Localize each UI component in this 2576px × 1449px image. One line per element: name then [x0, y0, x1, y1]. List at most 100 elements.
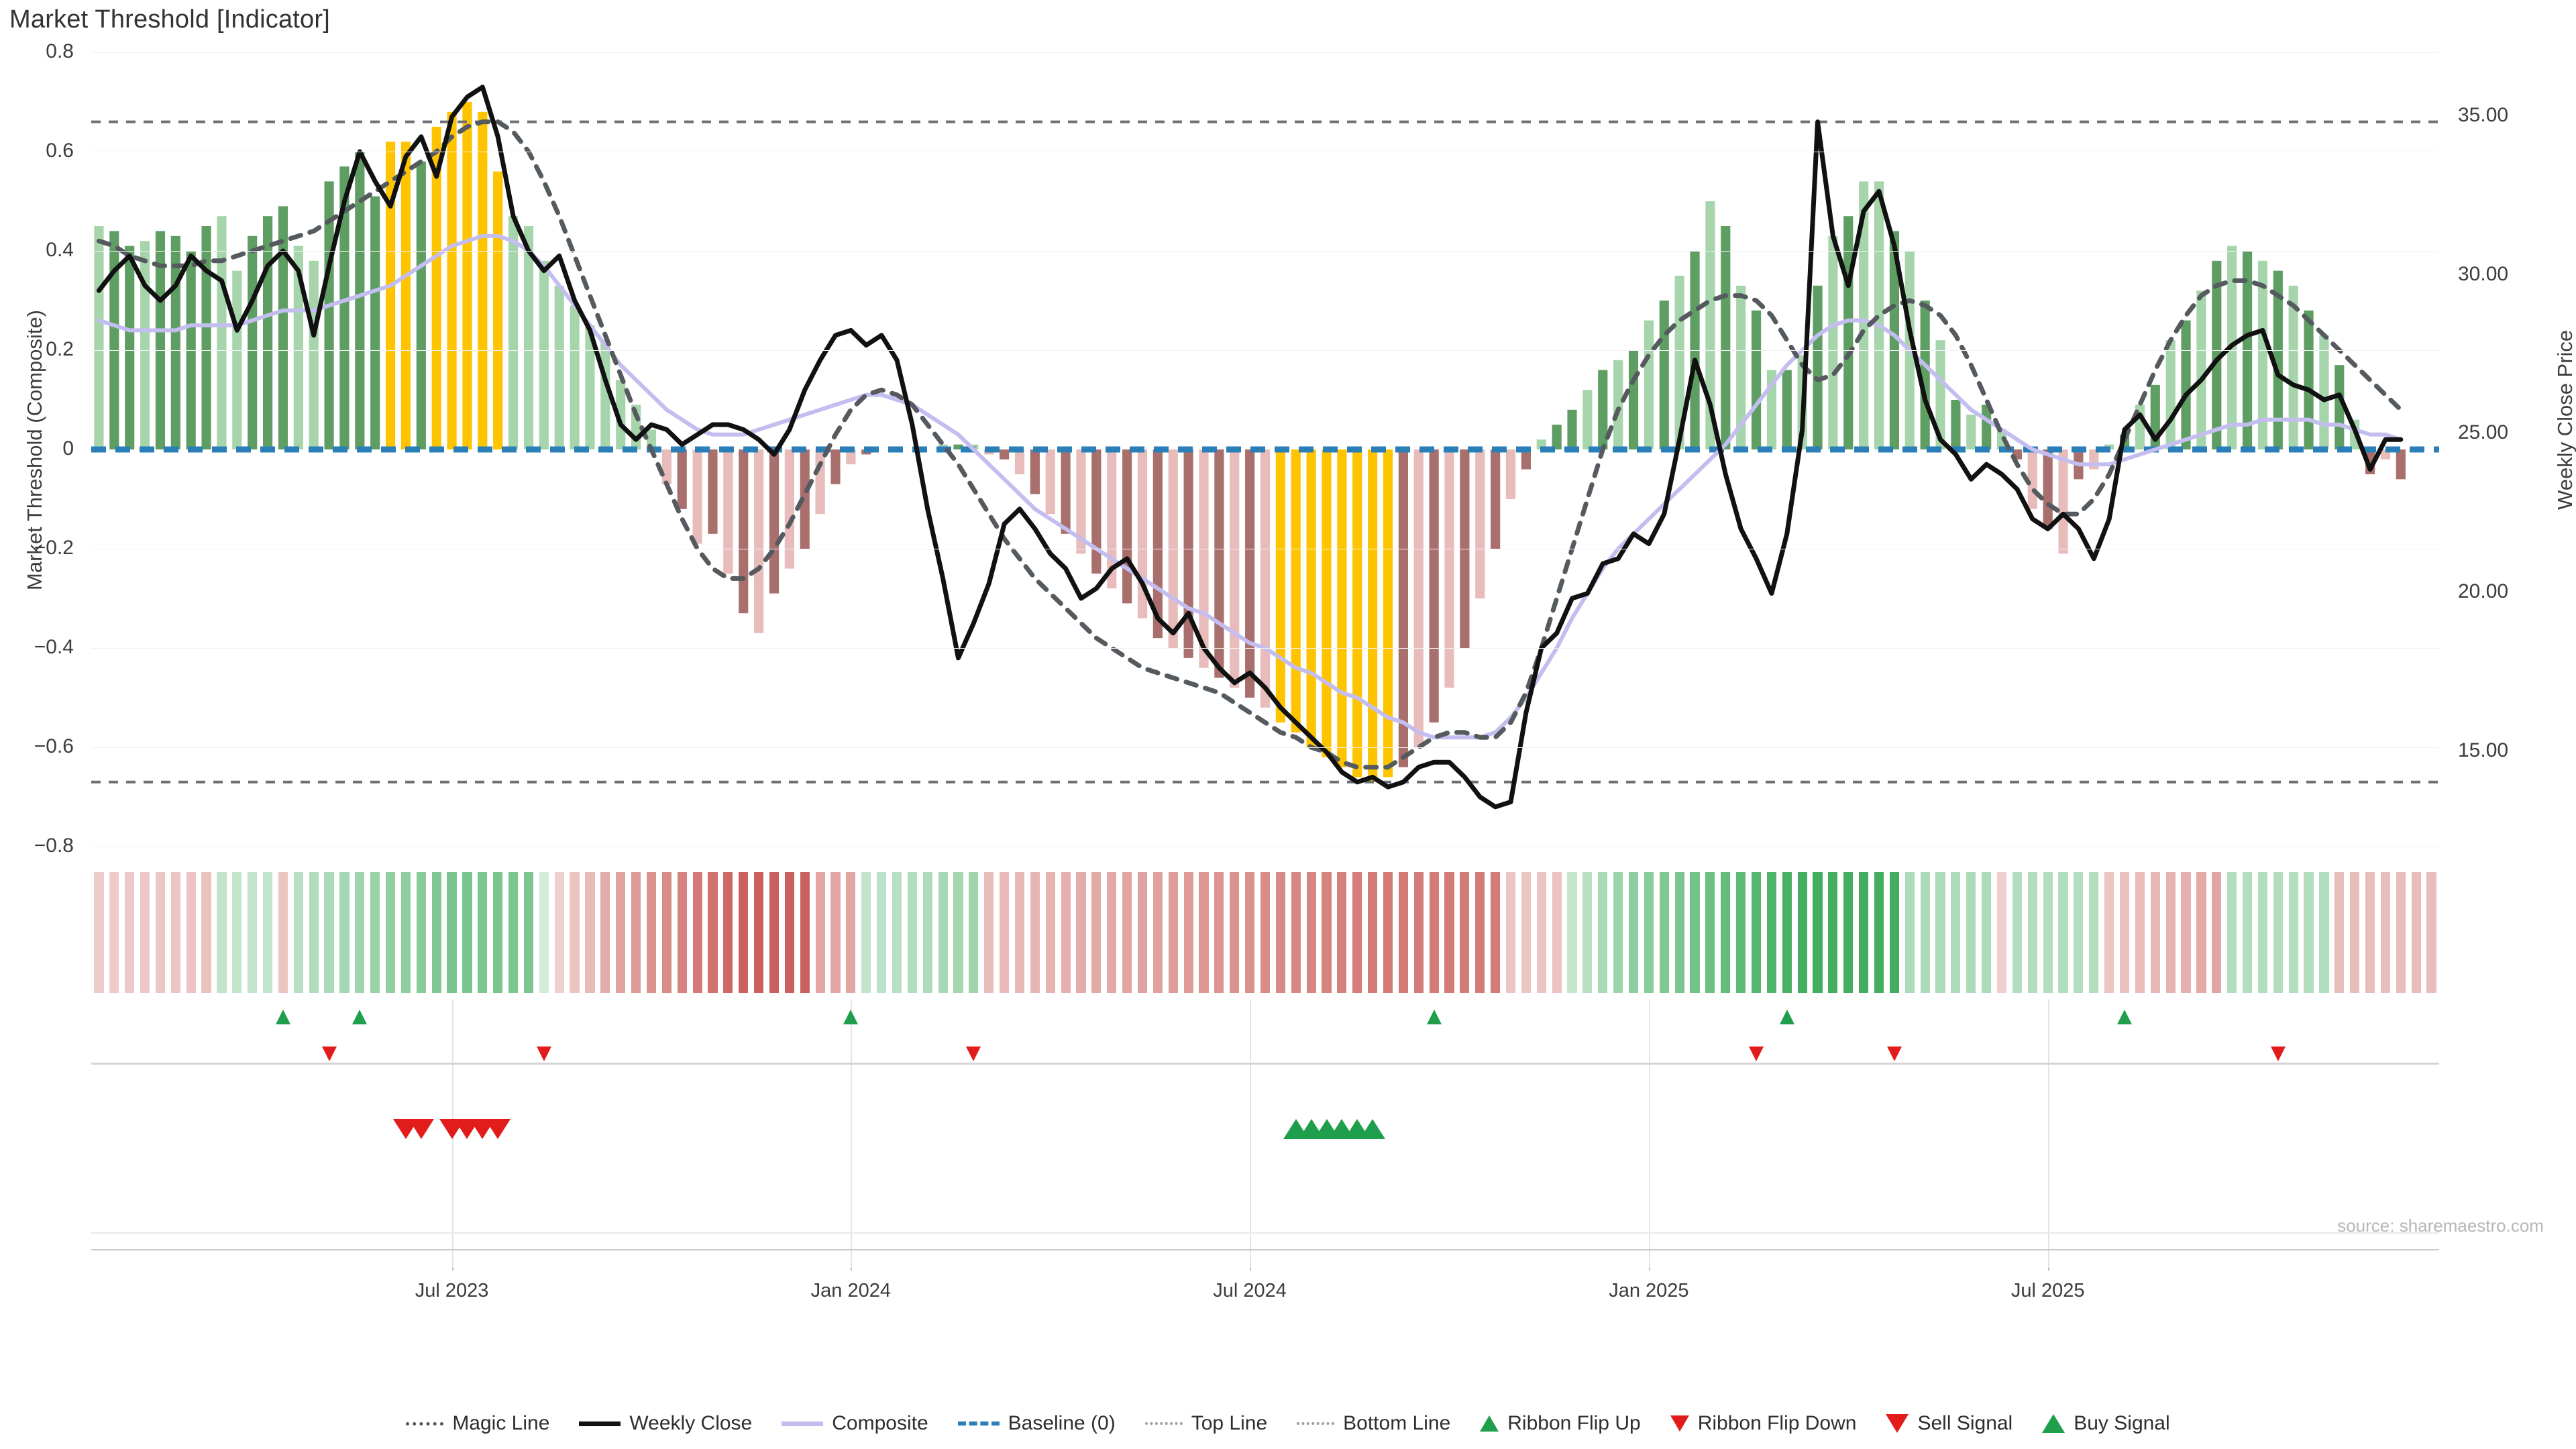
ribbon-cell [2426, 872, 2436, 993]
composite-bar [217, 216, 227, 449]
ribbon-strip [91, 872, 2439, 993]
legend-swatch-icon [1670, 1415, 1689, 1432]
ribbon-cell [1475, 872, 1485, 993]
ribbon-cell [2396, 872, 2406, 993]
composite-bar [1107, 449, 1117, 589]
legend-item[interactable]: Weekly Close [579, 1412, 752, 1435]
composite-bar [232, 270, 242, 449]
ribbon-cell [1076, 872, 1086, 993]
ribbon-cell [309, 872, 319, 993]
composite-bar [2334, 365, 2345, 449]
ribbon-cell [278, 872, 288, 993]
composite-bar [953, 444, 963, 449]
ribbon-cell [1889, 872, 1899, 993]
composite-bar [739, 449, 749, 614]
composite-bar [1567, 409, 1577, 449]
ribbon-cell [447, 872, 457, 993]
legend-item-label: Ribbon Flip Up [1507, 1412, 1641, 1434]
vertical-guide [451, 1174, 453, 1268]
legend-item[interactable]: Composite [782, 1412, 928, 1435]
ribbon-cell [370, 872, 380, 993]
ribbon-cell [1000, 872, 1010, 993]
magic-line [96, 119, 2404, 770]
ribbon-cell [478, 872, 488, 993]
composite-bar [1076, 449, 1086, 554]
vertical-guide [1648, 1100, 1650, 1181]
ribbon-cell [616, 872, 626, 993]
legend-item[interactable]: Top Line [1144, 1412, 1267, 1435]
x-axis-tick-label: Jul 2023 [415, 1280, 489, 1301]
composite-bar [1505, 449, 1516, 499]
composite-bar [1889, 231, 1899, 449]
y-axis-tick-label: 0.4 [46, 239, 74, 261]
ribbon-cell [784, 872, 794, 993]
composite-bar [1214, 449, 1224, 678]
ribbon-cell [2212, 872, 2222, 993]
ribbon-cell [1659, 872, 1669, 993]
ribbon-cell [539, 872, 549, 993]
composite-bar [708, 449, 718, 534]
ribbon-cell [2411, 872, 2421, 993]
legend-item[interactable]: Baseline (0) [957, 1412, 1116, 1435]
composite-bar [1751, 310, 1762, 449]
composite-bar [1644, 320, 1654, 449]
composite-bar [1859, 181, 1869, 449]
vertical-guide [851, 1000, 853, 1167]
ribbon-cell [1536, 872, 1546, 993]
ribbon-cell [585, 872, 595, 993]
legend-item[interactable]: Ribbon Flip Up [1480, 1412, 1641, 1435]
signal-row-baseline [91, 1232, 2439, 1234]
ribbon-cell [1491, 872, 1501, 993]
ribbon-cell [1935, 872, 1945, 993]
composite-bar [1628, 350, 1639, 449]
ribbon-cell [2043, 872, 2053, 993]
ribbon-cell [1797, 872, 1807, 993]
ribbon-flip-down-marker [2270, 1046, 2286, 1061]
composite-bar [431, 127, 441, 449]
ribbon-flip-down-marker [1749, 1046, 1764, 1061]
composite-bar [1874, 181, 1884, 449]
gridline [91, 251, 2439, 252]
ribbon-cell [1030, 872, 1040, 993]
ribbon-cell [170, 872, 180, 993]
ribbon-cell [1413, 872, 1424, 993]
ribbon-cell [1966, 872, 1976, 993]
ribbon-cell [892, 872, 902, 993]
composite-bar [493, 171, 503, 449]
composite-bar [1260, 449, 1271, 708]
right-axis-tick-label: 20.00 [2458, 580, 2509, 603]
ribbon-cell [2288, 872, 2298, 993]
composite-bar [1230, 449, 1240, 688]
ribbon-cell [1429, 872, 1439, 993]
vertical-guide [2047, 1100, 2049, 1181]
ribbon-cell [2273, 872, 2283, 993]
ribbon-cell [2242, 872, 2253, 993]
ribbon-cell [1721, 872, 1731, 993]
ribbon-cell [1214, 872, 1224, 993]
ribbon-cell [1505, 872, 1516, 993]
right-axis-label: Weekly Close Price [2553, 329, 2576, 510]
ribbon-cell [877, 872, 887, 993]
composite-bar [416, 161, 426, 450]
legend-item[interactable]: Buy Signal [2042, 1412, 2170, 1435]
ribbon-cell [523, 872, 534, 993]
composite-bar [447, 111, 457, 450]
vertical-guide [2047, 1000, 2049, 1167]
y-axis-tick-label: 0.8 [46, 40, 74, 62]
legend-item[interactable]: Bottom Line [1297, 1412, 1450, 1435]
ribbon-cell [1045, 872, 1055, 993]
composite-bar [201, 226, 211, 449]
ribbon-cell [1567, 872, 1577, 993]
composite-bar [1475, 449, 1485, 598]
composite-bar [94, 226, 104, 449]
composite-bar [585, 325, 595, 449]
legend-swatch-icon [2042, 1414, 2065, 1433]
ribbon-cell [2012, 872, 2022, 993]
composite-bar [385, 142, 396, 449]
legend-item[interactable]: Sell Signal [1886, 1412, 2012, 1435]
legend-item[interactable]: Magic Line [406, 1412, 549, 1435]
legend-item[interactable]: Ribbon Flip Down [1670, 1412, 1856, 1435]
ribbon-cell [186, 872, 196, 993]
ribbon-cell [462, 872, 472, 993]
ribbon-cell [1582, 872, 1593, 993]
